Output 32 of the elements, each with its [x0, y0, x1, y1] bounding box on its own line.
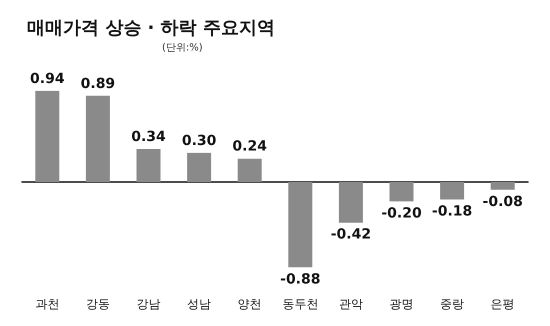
x-tick-label: 동두천 — [282, 297, 318, 311]
data-label: 0.30 — [182, 132, 217, 149]
chart-title: 매매가격 상승 · 하락 주요지역 — [27, 18, 275, 38]
data-label: -0.18 — [432, 203, 472, 220]
data-label: -0.20 — [381, 205, 422, 222]
data-label: 0.24 — [232, 138, 268, 155]
bar — [440, 182, 464, 200]
x-tick-label: 양천 — [238, 297, 262, 311]
data-label: 0.94 — [30, 70, 65, 87]
bar — [136, 149, 160, 182]
bar — [238, 158, 262, 182]
x-tick-label: 중랑 — [440, 297, 464, 311]
bar — [86, 96, 110, 182]
x-tick-label: 광명 — [390, 297, 414, 311]
bar — [490, 182, 515, 190]
x-tick-label: 강남 — [136, 297, 160, 311]
data-label: -0.08 — [482, 194, 523, 210]
bar — [288, 182, 312, 268]
bar — [390, 182, 414, 202]
data-label: -0.88 — [280, 271, 320, 288]
x-tick-label: 강동 — [86, 297, 110, 311]
x-tick-label: 관악 — [338, 297, 363, 311]
data-label: 0.89 — [80, 76, 116, 92]
data-label: -0.42 — [330, 226, 372, 243]
data-label: 0.34 — [131, 129, 166, 146]
x-tick-label: 성남 — [187, 297, 212, 311]
bar — [338, 182, 363, 223]
text: (단위:%) — [162, 42, 203, 54]
x-tick-label: 과천 — [35, 297, 60, 311]
bar — [187, 152, 212, 182]
bar — [35, 90, 60, 182]
x-tick-label: 은평 — [490, 297, 515, 311]
